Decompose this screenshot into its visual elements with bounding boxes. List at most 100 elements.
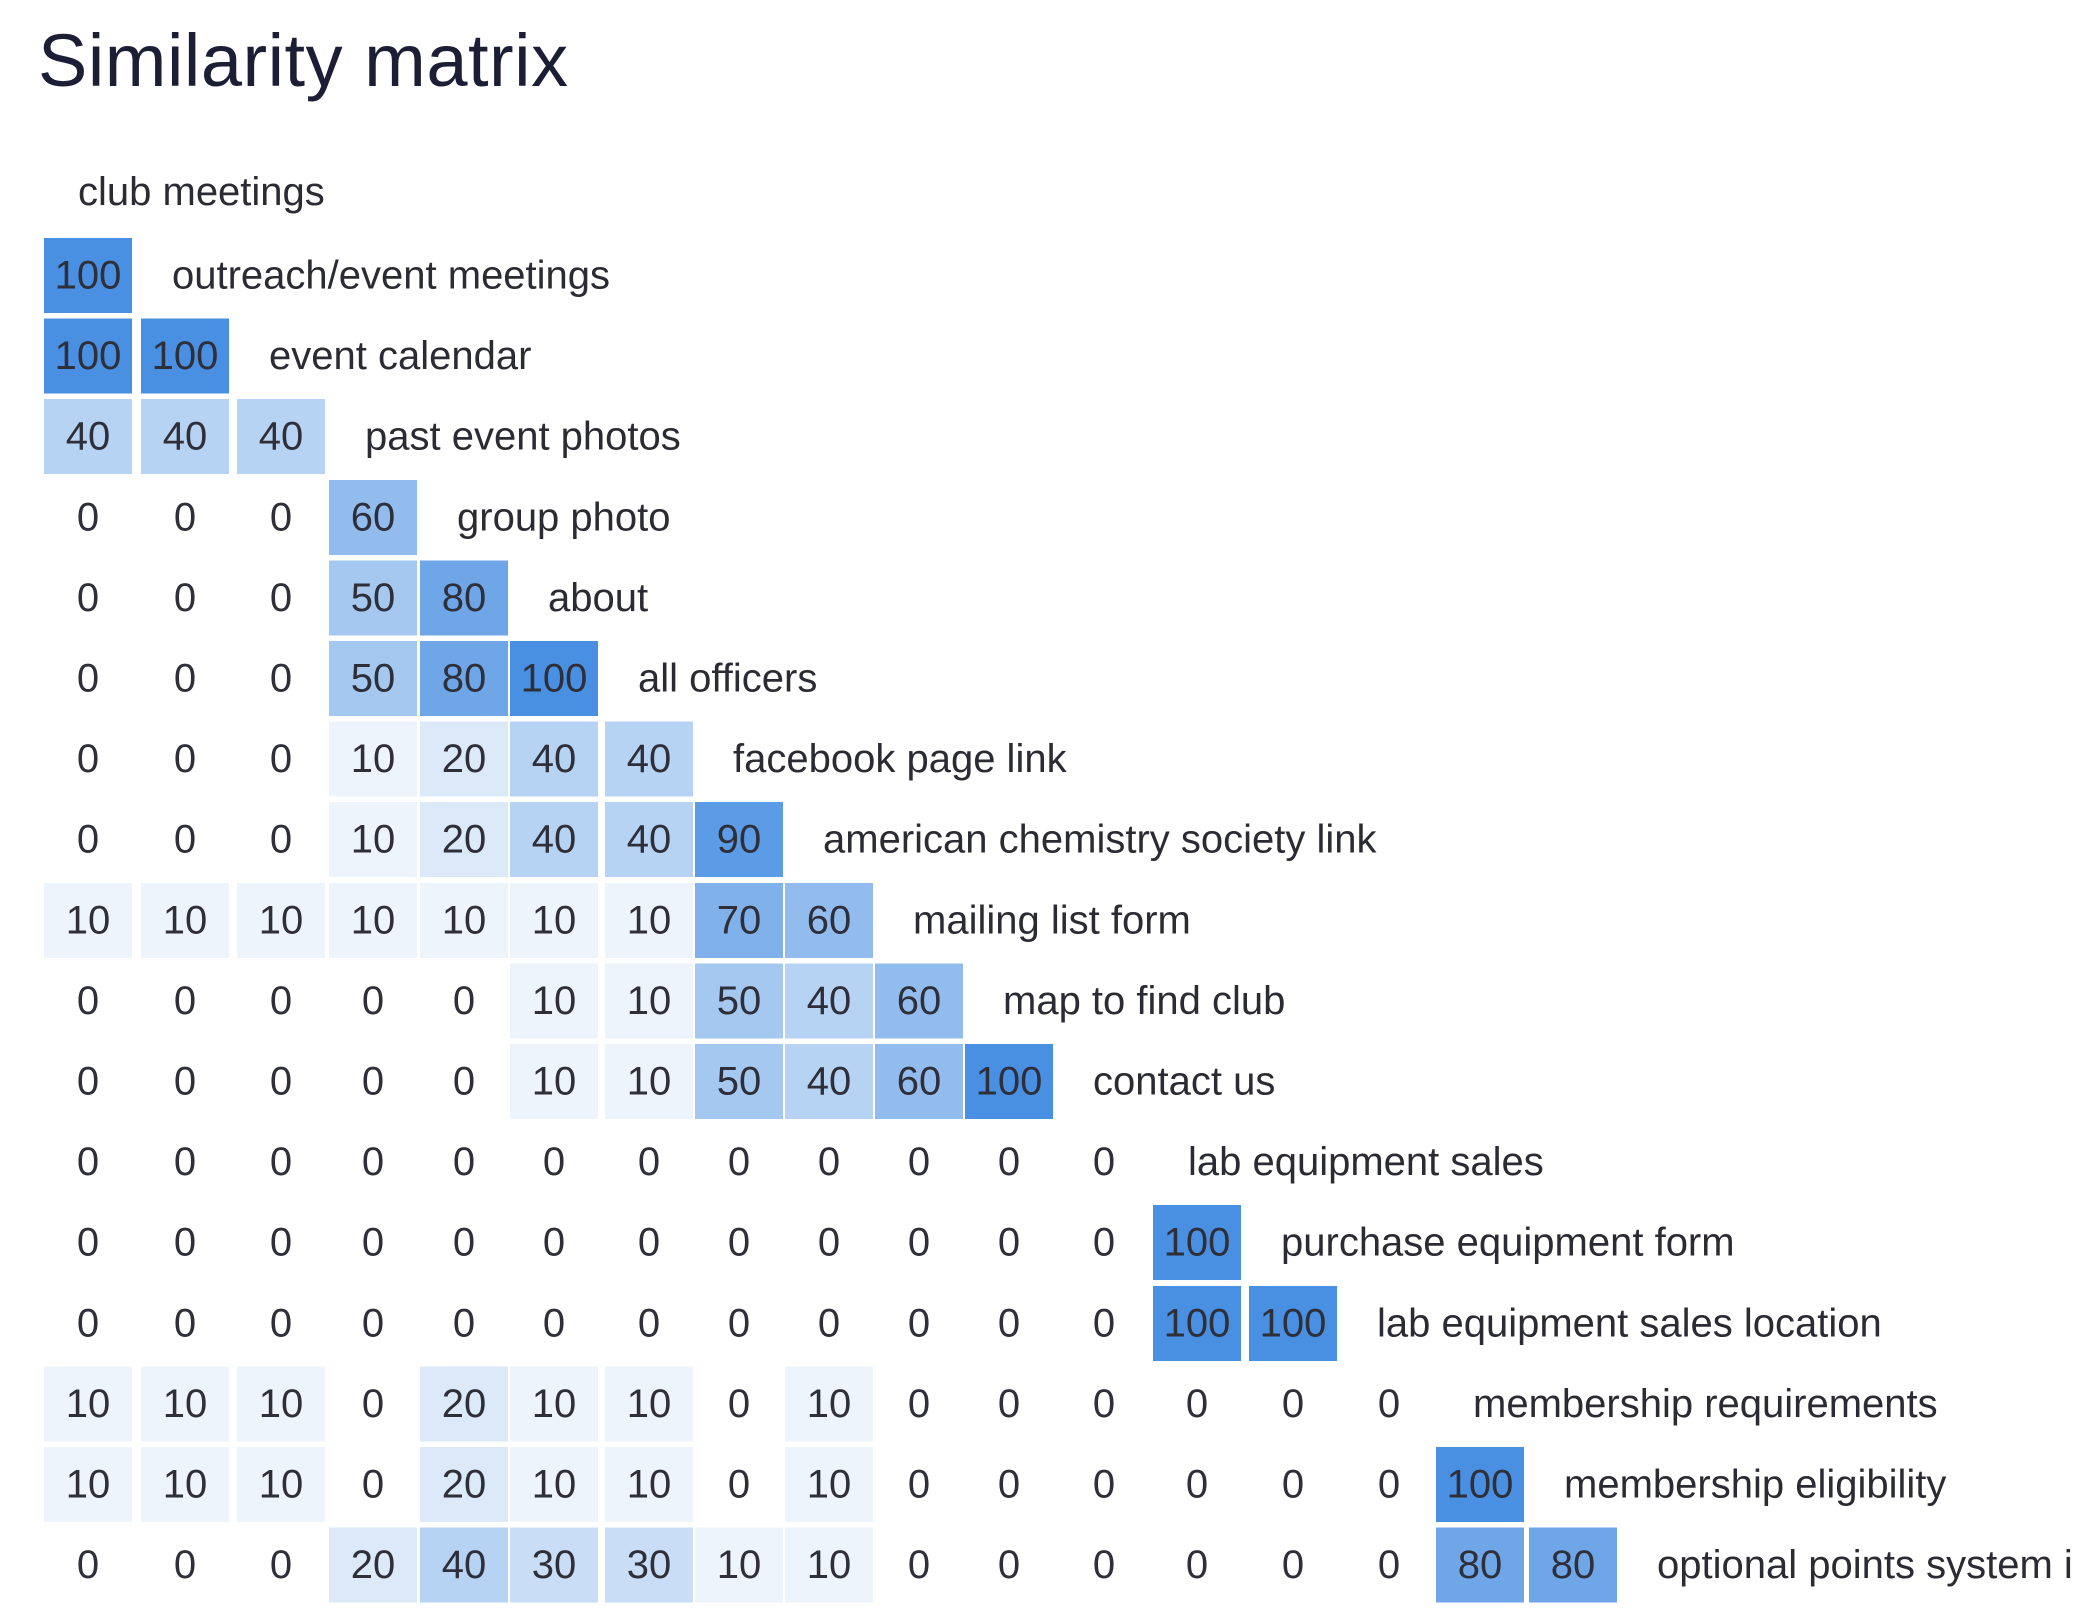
cell-value-label: 0 <box>1282 1463 1304 1507</box>
cell-value-label: 10 <box>532 898 577 942</box>
cell-value-label: 0 <box>77 1543 99 1587</box>
row-label: membership eligibility <box>1564 1463 1946 1507</box>
heatmap-cell <box>875 1447 963 1522</box>
cell-value-label: 0 <box>270 1221 292 1265</box>
cell-value-label: 80 <box>1551 1543 1596 1587</box>
heatmap-cell <box>1060 1205 1148 1281</box>
cell-value-label: 10 <box>259 1463 304 1507</box>
cell-value-label: 100 <box>976 1060 1043 1104</box>
cell-value-label: 0 <box>77 818 99 862</box>
heatmap-cell <box>329 1447 417 1522</box>
heatmap-cell <box>1249 1447 1337 1522</box>
heatmap-cell <box>695 1124 783 1200</box>
cell-value-label: 30 <box>532 1543 577 1587</box>
cell-value-label: 10 <box>351 818 396 862</box>
row-label: facebook page link <box>733 737 1068 781</box>
cell-value-label: 0 <box>908 1301 930 1345</box>
heatmap-cell <box>237 641 325 716</box>
heatmap-cell <box>785 882 873 958</box>
heatmap-cell <box>420 1447 508 1522</box>
cell-value-label: 0 <box>77 1301 99 1345</box>
heatmap-cell <box>44 882 132 958</box>
cell-value-label: 0 <box>728 1140 750 1184</box>
heatmap-cell <box>1345 1447 1433 1522</box>
cell-value-label: 0 <box>77 979 99 1023</box>
cell-value-label: 0 <box>174 737 196 781</box>
cell-value-label: 0 <box>270 495 292 539</box>
heatmap-cell <box>44 479 132 555</box>
cell-value-label: 0 <box>638 1221 660 1265</box>
cell-value-label: 0 <box>818 1140 840 1184</box>
cell-value-label: 10 <box>627 1060 672 1104</box>
cell-value-label: 10 <box>66 898 111 942</box>
heatmap-cell <box>420 802 508 878</box>
heatmap-cell <box>1153 1205 1241 1281</box>
cell-value-label: 0 <box>174 1301 196 1345</box>
heatmap-cell <box>1060 1124 1148 1200</box>
heatmap-cell <box>695 1366 783 1442</box>
cell-value-label: 40 <box>532 818 577 862</box>
heatmap-cell <box>329 882 417 958</box>
cell-value-label: 50 <box>351 657 396 701</box>
cell-value-label: 70 <box>717 898 762 942</box>
cell-value-label: 10 <box>351 737 396 781</box>
heatmap-cell <box>237 1447 325 1522</box>
cell-value-label: 0 <box>1093 1140 1115 1184</box>
heatmap-cell <box>1345 1527 1433 1603</box>
heatmap-cell <box>785 1527 873 1603</box>
cell-value-label: 20 <box>442 737 487 781</box>
cell-value-label: 10 <box>66 1463 111 1507</box>
cell-value-label: 100 <box>1164 1301 1231 1345</box>
row-label: optional points system i <box>1657 1543 2073 1587</box>
cell-value-label: 10 <box>163 898 208 942</box>
cell-value-label: 0 <box>77 495 99 539</box>
cell-value-label: 40 <box>807 1060 852 1104</box>
cell-value-label: 10 <box>532 979 577 1023</box>
cell-value-label: 0 <box>908 1543 930 1587</box>
heatmap-cell <box>510 1447 598 1522</box>
heatmap-cell <box>329 1285 417 1361</box>
heatmap-cell <box>329 1205 417 1281</box>
heatmap-cell <box>44 238 132 313</box>
heatmap-cell <box>141 1205 229 1281</box>
heatmap-cell <box>1249 1527 1337 1603</box>
cell-value-label: 10 <box>807 1463 852 1507</box>
heatmap-cell <box>875 1124 963 1200</box>
heatmap-cell <box>329 963 417 1039</box>
cell-value-label: 0 <box>1093 1301 1115 1345</box>
cell-value-label: 80 <box>442 657 487 701</box>
heatmap-cell <box>695 1527 783 1603</box>
cell-value-label: 0 <box>270 818 292 862</box>
cell-value-label: 0 <box>1093 1463 1115 1507</box>
heatmap-cell <box>1153 1366 1241 1442</box>
cell-value-label: 10 <box>259 898 304 942</box>
cell-value-label: 10 <box>163 1463 208 1507</box>
heatmap-cell <box>605 1205 693 1281</box>
heatmap-cell <box>329 1124 417 1200</box>
heatmap-cell <box>141 641 229 716</box>
heatmap-cell <box>141 1044 229 1119</box>
cell-value-label: 40 <box>532 737 577 781</box>
heatmap-cell <box>1060 1366 1148 1442</box>
row-label: event calendar <box>269 334 531 378</box>
cell-value-label: 0 <box>818 1221 840 1265</box>
cell-value-label: 10 <box>351 898 396 942</box>
cell-value-label: 0 <box>174 495 196 539</box>
cell-value-label: 0 <box>908 1382 930 1426</box>
cell-value-label: 0 <box>362 1140 384 1184</box>
heatmap-cell <box>237 1044 325 1119</box>
heatmap-cell <box>420 1527 508 1603</box>
cell-value-label: 0 <box>1282 1543 1304 1587</box>
heatmap-cell <box>605 721 693 797</box>
heatmap-cell <box>965 1124 1053 1200</box>
heatmap-cell <box>44 1366 132 1442</box>
heatmap-cell <box>1060 1285 1148 1361</box>
heatmap-cell <box>510 802 598 878</box>
heatmap-cell <box>44 1124 132 1200</box>
heatmap-cell <box>875 1205 963 1281</box>
cell-value-label: 0 <box>174 657 196 701</box>
cell-value-label: 100 <box>152 334 219 378</box>
heatmap-cell <box>44 1205 132 1281</box>
cell-value-label: 0 <box>453 1221 475 1265</box>
